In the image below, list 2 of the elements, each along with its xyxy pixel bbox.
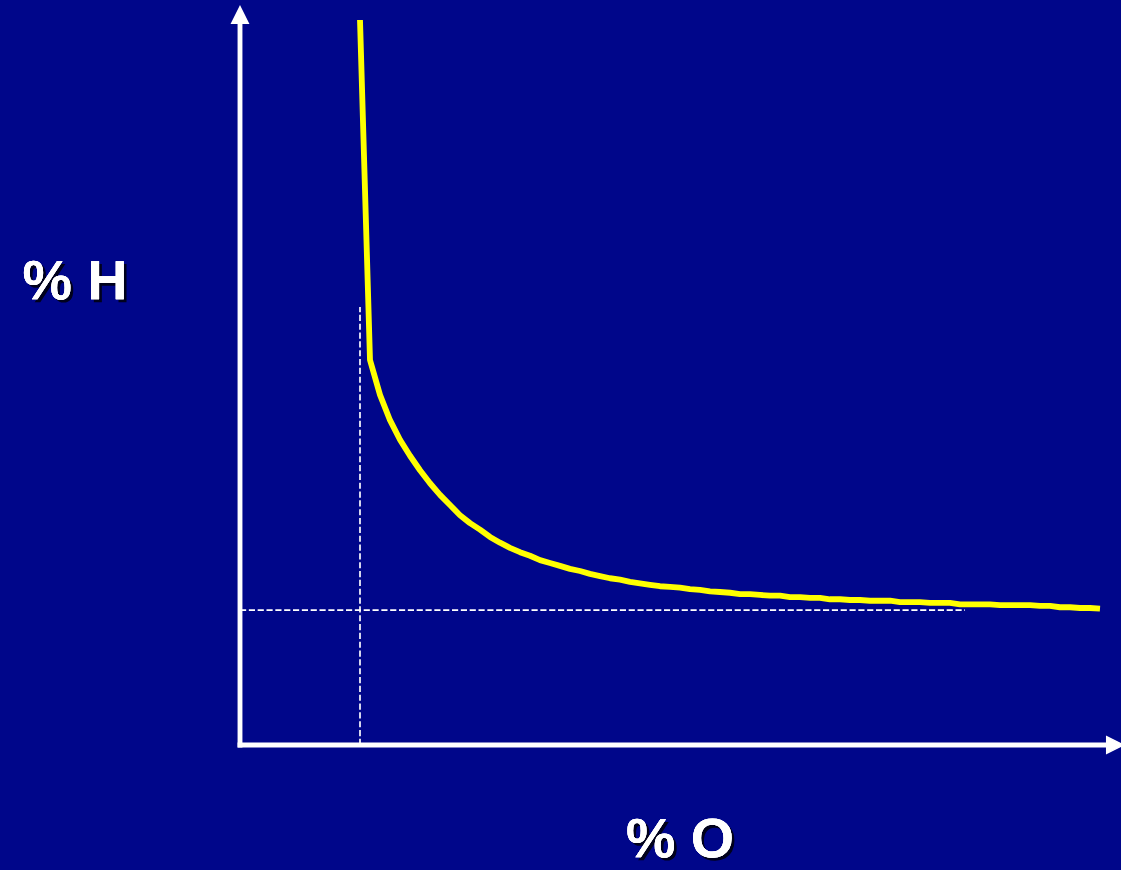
x-axis-title: % O — [627, 818, 735, 861]
y-axis-title: % H — [23, 260, 127, 303]
